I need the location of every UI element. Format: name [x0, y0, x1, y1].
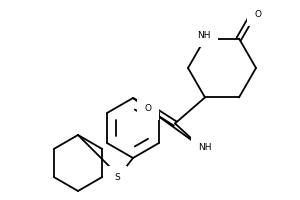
Text: NH: NH	[198, 143, 212, 152]
Text: O: O	[145, 104, 152, 113]
Text: S: S	[114, 173, 120, 182]
Text: NH: NH	[197, 31, 211, 40]
Text: O: O	[254, 10, 262, 19]
